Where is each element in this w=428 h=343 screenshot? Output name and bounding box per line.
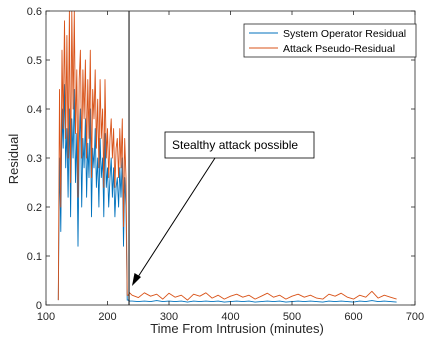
y-tick-label-0.5: 0.5 bbox=[27, 55, 42, 67]
x-tick-label-400: 400 bbox=[221, 311, 239, 323]
y-tick-label-0.6: 0.6 bbox=[27, 6, 42, 18]
legend-box bbox=[243, 23, 417, 58]
axes-layer: 100 200 300 400 500 600 700 0 0.1 0.2 0.3 0.4 0.5 0.6 bbox=[27, 6, 424, 323]
x-tick-label-300: 300 bbox=[160, 311, 178, 323]
annotation-arrow-line bbox=[135, 157, 216, 281]
y-axis-label: Residual bbox=[6, 134, 21, 185]
x-tick-label-500: 500 bbox=[283, 311, 301, 323]
legend: System Operator Residual Attack Pseudo-R… bbox=[243, 23, 417, 58]
annotation-text: Stealthy attack possible bbox=[172, 138, 298, 152]
y-tick-label-0: 0 bbox=[36, 300, 42, 312]
y-tick-label-0.3: 0.3 bbox=[27, 153, 42, 165]
y-tick-label-0.1: 0.1 bbox=[27, 251, 42, 263]
annotation-box bbox=[164, 131, 315, 159]
legend-label-attack: Attack Pseudo-Residual bbox=[283, 43, 395, 55]
x-tick-label-200: 200 bbox=[98, 311, 116, 323]
annotation-arrowhead bbox=[132, 273, 141, 286]
annotation: Stealthy attack possible bbox=[132, 131, 315, 286]
y-tick-label-0.4: 0.4 bbox=[27, 104, 42, 116]
series-line-attack bbox=[57, 11, 397, 301]
x-axis-label: Time From Intrusion (minutes) bbox=[150, 321, 324, 336]
y-tick-label-0.2: 0.2 bbox=[27, 202, 42, 214]
x-tick-label-100: 100 bbox=[37, 311, 55, 323]
x-tick-label-700: 700 bbox=[406, 311, 424, 323]
legend-label-operator: System Operator Residual bbox=[283, 28, 406, 40]
x-tick-label-600: 600 bbox=[344, 311, 362, 323]
